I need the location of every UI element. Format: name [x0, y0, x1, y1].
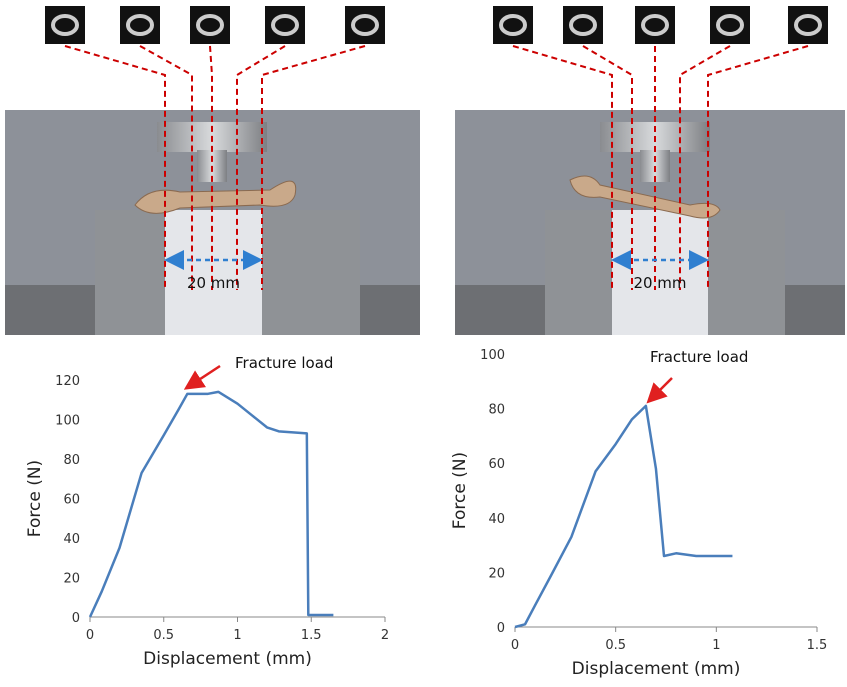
x-tick-label: 1 [233, 628, 241, 643]
span-label: 20 mm [187, 274, 240, 292]
y-tick-label: 0 [72, 611, 80, 626]
fixture-left [545, 210, 612, 335]
line [515, 406, 732, 627]
annotation-arrow [650, 378, 672, 400]
fixture-left [95, 210, 165, 335]
y-tick-label: 120 [55, 374, 80, 389]
fixture-right [708, 210, 785, 335]
annotation: Fracture load [650, 348, 748, 366]
y-tick-label: 20 [488, 566, 505, 581]
figure: 20 mm20 mm 00.511.52020406080100120Displ… [0, 0, 847, 682]
y-tick-label: 100 [480, 348, 505, 363]
x-axis-title: Displacement (mm) [143, 649, 312, 669]
y-tick-label: 80 [63, 453, 80, 468]
line [90, 392, 333, 617]
x-tick-label: 0.5 [153, 628, 174, 643]
y-tick-label: 0 [497, 621, 505, 636]
gap [165, 210, 262, 335]
x-tick-label: 0 [86, 628, 94, 643]
gap [612, 210, 708, 335]
x-tick-label: 1.5 [807, 638, 828, 653]
x-tick-label: 1.5 [301, 628, 322, 643]
y-axis-title: Force (N) [25, 460, 45, 537]
y-tick-label: 100 [55, 414, 80, 429]
span-label: 20 mm [633, 274, 686, 292]
y-tick-label: 40 [488, 512, 505, 527]
y-axis-title: Force (N) [450, 452, 470, 529]
x-axis-title: Displacement (mm) [572, 659, 741, 679]
fixture-right [262, 210, 360, 335]
annotation-arrow [188, 366, 220, 387]
x-tick-label: 0.5 [605, 638, 626, 653]
photos: 20 mm 20 mm [5, 6, 845, 335]
x-tick-label: 2 [381, 628, 389, 643]
y-tick-label: 80 [488, 403, 505, 418]
annotation: Fracture load [235, 354, 333, 372]
y-tick-label: 40 [63, 532, 80, 547]
x-tick-label: 0 [511, 638, 519, 653]
y-tick-label: 60 [63, 493, 80, 508]
y-tick-label: 20 [63, 572, 80, 587]
x-tick-label: 1 [712, 638, 720, 653]
y-tick-label: 60 [488, 457, 505, 472]
